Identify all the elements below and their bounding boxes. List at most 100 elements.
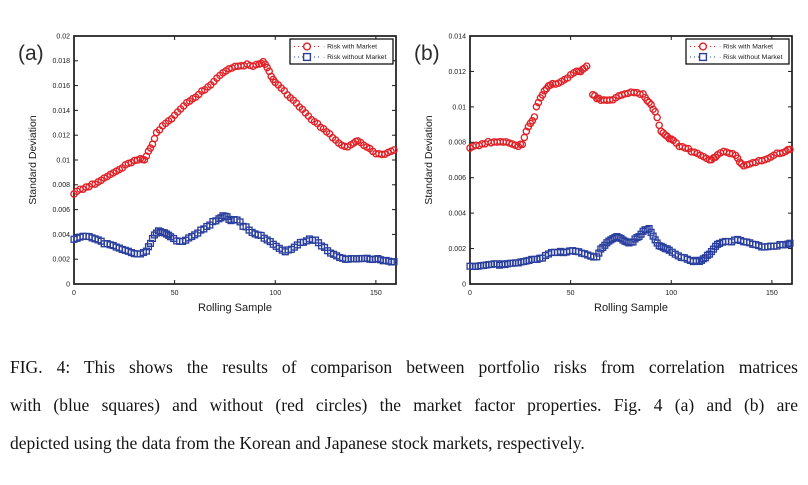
legend-label: · Risk with Market xyxy=(719,44,773,51)
x-tick-label: 0 xyxy=(72,290,76,297)
x-tick-label: 150 xyxy=(370,290,382,297)
data-point xyxy=(142,247,151,255)
y-tick-label: 0.012 xyxy=(52,133,70,140)
data-point xyxy=(146,239,155,248)
tick-labels: 0 0.002 0.004 0.006 0.008 0.01 0.012 0.014 0.016… xyxy=(52,33,381,297)
x-tick-label: 0 xyxy=(468,290,472,297)
caption-line-2: with (blue squares) and without (red cir… xyxy=(10,395,798,415)
tick-labels: 0 0.002 0.004 0.006 0.008 0.01 0.012 0.014 0 50 10… xyxy=(448,33,777,297)
data-point xyxy=(649,232,657,240)
data-point xyxy=(645,98,653,107)
data-point xyxy=(82,183,90,191)
series-risk-without-market xyxy=(466,224,794,271)
data-point xyxy=(595,249,603,257)
plot-box xyxy=(469,35,793,285)
data-point xyxy=(786,145,794,154)
legend-label: · Risk without Market xyxy=(719,54,783,61)
legend-label: · Risk with Market xyxy=(323,44,377,51)
data-point xyxy=(625,239,633,247)
axis-ticks xyxy=(469,35,792,285)
panel-label-b: (b) xyxy=(414,42,440,65)
data-point xyxy=(580,64,589,72)
y-tick-label: 0.004 xyxy=(52,232,70,239)
y-tick-label: 0.002 xyxy=(52,257,70,264)
data-point xyxy=(532,102,541,111)
y-tick-label: 0.01 xyxy=(56,157,70,164)
data-point xyxy=(784,240,792,248)
data-point xyxy=(390,258,398,266)
data-point xyxy=(582,62,591,70)
legend: · Risk with Market · Risk without Market xyxy=(289,38,394,65)
y-tick-label: 0.014 xyxy=(52,108,70,115)
data-point xyxy=(538,91,547,99)
data-point xyxy=(225,215,233,223)
series-risk-with-market xyxy=(70,57,398,198)
x-tick-label: 150 xyxy=(766,290,778,297)
x-tick-label: 100 xyxy=(269,290,281,297)
data-point xyxy=(782,147,790,155)
panel-label-a: (a) xyxy=(18,42,44,65)
data-point xyxy=(390,146,398,154)
y-axis-label: Standard Deviation xyxy=(423,115,435,204)
data-point xyxy=(647,100,655,109)
y-tick-label: 0.006 xyxy=(448,175,466,182)
data-point xyxy=(522,127,531,136)
data-point xyxy=(786,239,794,247)
data-point xyxy=(124,159,133,168)
data-point xyxy=(593,253,601,261)
x-tick-label: 50 xyxy=(567,290,575,297)
y-tick-label: 0.014 xyxy=(448,33,466,40)
series-risk-without-market xyxy=(70,212,398,266)
y-tick-label: 0.006 xyxy=(52,207,70,214)
legend-square-marker xyxy=(698,52,708,62)
data-point xyxy=(349,139,358,147)
data-point xyxy=(597,245,605,253)
data-point xyxy=(595,94,603,103)
chart-a: (a) 0 0.002 0.004 0.006 0.008 0.01 0.012 0.014 0.… xyxy=(18,33,398,314)
y-tick-label: 0.01 xyxy=(452,104,466,111)
figure-panel-b: (b) 0 0.002 0.004 0.006 0.008 0.01 0.012 0.014 0 5… xyxy=(402,20,798,340)
y-tick-label: 0.008 xyxy=(52,182,70,189)
data-point xyxy=(263,63,271,72)
figure-4-panels: (a) 0 0.002 0.004 0.006 0.008 0.01 0.012 0.014 0.… xyxy=(6,20,808,340)
y-tick-label: 0.018 xyxy=(52,58,70,65)
x-tick-label: 100 xyxy=(665,290,677,297)
data-point xyxy=(140,156,149,164)
data-point xyxy=(737,160,746,168)
y-tick-label: 0.008 xyxy=(448,140,466,147)
caption-line-3: depicted using the data from the Korean … xyxy=(10,433,585,453)
data-point xyxy=(647,228,655,236)
data-point xyxy=(733,154,742,163)
legend-circle-marker xyxy=(698,42,708,51)
x-axis-label: Rolling Sample xyxy=(594,302,668,314)
chart-b: (b) 0 0.002 0.004 0.006 0.008 0.01 0.012 0.014 0 5… xyxy=(414,33,794,314)
paper-figure-page: (a) 0 0.002 0.004 0.006 0.008 0.01 0.012 0.014 0.… xyxy=(0,20,808,485)
y-tick-label: 0 xyxy=(66,281,70,288)
data-point xyxy=(657,127,665,136)
legend: · Risk with Market · Risk without Market xyxy=(685,38,790,65)
legend-label: · Risk without Market xyxy=(323,54,387,61)
data-point xyxy=(146,144,155,152)
data-point xyxy=(645,224,653,233)
y-tick-label: 0.016 xyxy=(52,83,70,90)
data-point xyxy=(514,142,523,151)
y-tick-label: 0.012 xyxy=(448,69,466,76)
series-risk-with-market xyxy=(466,62,794,170)
data-point xyxy=(703,251,712,259)
data-point xyxy=(540,87,549,95)
x-axis-label: Rolling Sample xyxy=(198,302,272,314)
legend-circle-marker xyxy=(302,42,312,51)
y-tick-label: 0 xyxy=(462,281,466,288)
data-point xyxy=(528,117,537,125)
data-point xyxy=(534,98,543,107)
axis-ticks xyxy=(73,35,396,285)
data-point xyxy=(530,113,539,121)
figure-caption: FIG. 4: This shows the results of compar… xyxy=(10,348,798,462)
data-point xyxy=(713,240,722,248)
data-point xyxy=(257,59,265,68)
caption-line-1: FIG. 4: This shows the results of compar… xyxy=(10,357,798,377)
y-axis-label: Standard Deviation xyxy=(27,115,39,204)
x-tick-label: 50 xyxy=(171,290,179,297)
y-tick-label: 0.002 xyxy=(448,246,466,253)
data-point xyxy=(518,140,527,149)
